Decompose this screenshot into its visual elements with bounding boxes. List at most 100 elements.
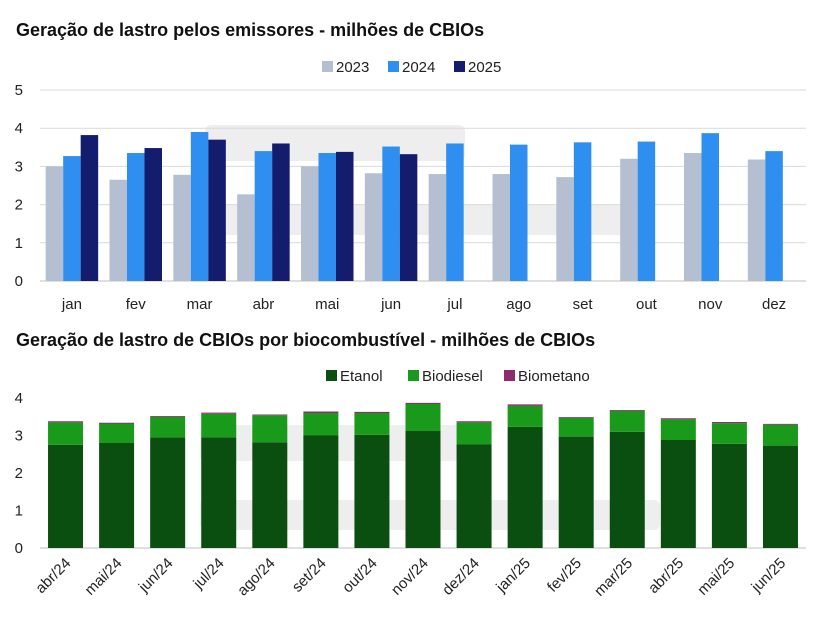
chart2-bar-Biometano-dez/24 — [456, 421, 492, 423]
chart2-bar-Biodiesel-mai/24 — [99, 423, 135, 443]
chart1-bar-2023-set — [556, 177, 574, 281]
chart1-xtick-label: set — [573, 296, 594, 313]
chart1-bar-2024-mar — [190, 132, 209, 281]
chart1-plot: 0 1 2 3 4 5 jan fev mar abr mai jun jul ago set out nov d… — [15, 59, 806, 313]
chart2-bar-Biodiesel-abr/25 — [660, 419, 696, 440]
chart1-bar-2024-set — [573, 142, 592, 281]
chart1-bar-2023-jun — [364, 173, 383, 281]
chart2-ytick-label: 4 — [15, 390, 23, 407]
chart2-bar-Biodiesel-nov/24 — [405, 404, 441, 431]
chart2-xtick-label: jun/25 — [748, 555, 790, 597]
chart2-xtick-label: abr/25 — [645, 555, 687, 597]
chart2-ytick-label: 3 — [15, 428, 23, 445]
chart2-bar-Biodiesel-jun/25 — [762, 424, 798, 446]
chart2-xtick-label: mar/25 — [591, 555, 636, 600]
chart1-bar-2024-jan — [63, 156, 81, 281]
chart1-xtick-label: jan — [61, 296, 82, 313]
chart2-xtick-label: jun/24 — [135, 555, 177, 597]
chart1-ytick-label: 5 — [15, 82, 23, 99]
chart2-bar-Etanol-nov/24 — [405, 431, 441, 548]
chart2-bar-Etanol-set/24 — [303, 435, 339, 548]
chart2-bar-Biometano-jun/25 — [762, 423, 798, 425]
chart1-bar-2025-fev — [144, 148, 162, 281]
chart2-bar-Etanol-fev/25 — [558, 436, 594, 548]
chart1-bar-2023-fev — [109, 179, 127, 281]
chart1-bar-2024-out — [637, 141, 656, 281]
chart1-bar-2025-jun — [399, 154, 418, 281]
chart1-bar-2023-ago — [492, 174, 510, 281]
chart2-bar-Biometano-mar/25 — [609, 410, 645, 411]
chart2-bar-Etanol-jun/24 — [150, 437, 186, 548]
chart1-bar-2024-dez — [765, 151, 783, 281]
chart2-xtick-label: jan/25 — [492, 555, 534, 597]
chart2-bar-Biodiesel-ago/24 — [252, 415, 288, 443]
chart2-bar-Biodiesel-out/24 — [354, 413, 390, 435]
chart2-bar-Biodiesel-jun/24 — [150, 416, 186, 438]
chart1-legend-label: 2024 — [402, 59, 435, 76]
chart2-legend-swatch-Biometano — [504, 370, 515, 381]
chart2-bar-Biometano-mai/25 — [711, 422, 747, 424]
chart2-xtick-label: mai/25 — [694, 555, 738, 599]
chart1-bar-2025-abr — [272, 143, 290, 281]
chart2-bar-Etanol-abr/24 — [48, 444, 84, 548]
chart2-title: Geração de lastro de CBIOs por biocombus… — [16, 330, 596, 350]
chart2-bar-Etanol-mai/25 — [711, 443, 747, 548]
chart1-ytick-label: 1 — [15, 235, 23, 252]
chart2-bar-Biometano-set/24 — [303, 411, 339, 413]
chart2-xtick-label: set/24 — [289, 555, 330, 596]
chart1-xtick-label: nov — [698, 296, 723, 313]
chart1-bar-2024-fev — [127, 153, 145, 281]
chart1-xtick-label: jun — [380, 296, 401, 313]
chart2-bar-Biodiesel-fev/25 — [558, 417, 594, 437]
chart2-xtick-label: fev/25 — [544, 555, 585, 596]
chart1-title: Geração de lastro pelos emissores - milh… — [16, 20, 485, 40]
chart1-xtick-label: fev — [126, 296, 147, 313]
chart1-ytick-label: 4 — [15, 120, 23, 137]
chart1-legend-label: 2023 — [336, 59, 369, 76]
chart2-xtick-label: jul/24 — [189, 555, 227, 593]
chart2-legend-label: Biodiesel — [422, 368, 483, 385]
chart2-bar-Biodiesel-dez/24 — [456, 422, 492, 445]
chart1-xtick-label: dez — [762, 296, 786, 313]
chart1-bar-2024-mai — [318, 153, 336, 281]
chart2-xtick-label: mai/24 — [82, 555, 126, 599]
chart1-legend-swatch-2024 — [388, 61, 399, 72]
chart1-xtick-label: mar — [187, 296, 213, 313]
chart1-xtick-label: mai — [315, 296, 339, 313]
chart2-ytick-label: 1 — [15, 503, 23, 520]
chart1-bar-2024-jun — [382, 146, 400, 281]
chart2-xtick-label: ago/24 — [234, 555, 278, 599]
chart1-legend-swatch-2023 — [322, 61, 333, 72]
chart1-bar-2023-out — [620, 158, 638, 281]
chart2-xtick-label: abr/24 — [32, 555, 74, 597]
chart2-bar-Biometano-ago/24 — [252, 414, 288, 416]
chart1-bar-2024-ago — [510, 144, 528, 281]
chart2-bar-Biometano-out/24 — [354, 411, 390, 413]
chart2-legend-swatch-Biodiesel — [408, 370, 419, 381]
chart2-bar-Biodiesel-mar/25 — [609, 410, 645, 432]
chart2-bar-Biodiesel-set/24 — [303, 413, 339, 436]
chart2-bar-Biometano-nov/24 — [405, 402, 441, 404]
chart1-bar-2023-mai — [301, 166, 319, 281]
chart2-bar-Biometano-jul/24 — [201, 412, 237, 414]
chart1-legend-swatch-2025 — [454, 61, 465, 72]
chart2-legend-label: Etanol — [340, 368, 383, 385]
chart2-legend-swatch-Etanol — [326, 370, 337, 381]
chart2-bar-Biodiesel-abr/24 — [48, 422, 84, 445]
chart2-bar-Etanol-dez/24 — [456, 444, 492, 548]
chart1-xtick-label: jul — [446, 296, 462, 313]
chart2-bar-Biodiesel-jan/25 — [507, 405, 543, 427]
chart2-bar-Biometano-mai/24 — [99, 422, 135, 424]
chart2-xtick-label: out/24 — [339, 555, 381, 597]
chart1-legend-label: 2025 — [468, 59, 501, 76]
chart1-bar-2023-nov — [684, 153, 702, 281]
chart2-bar-Etanol-jul/24 — [201, 437, 237, 548]
chart2-bar-Etanol-jan/25 — [507, 426, 543, 548]
chart2-bar-Etanol-mai/24 — [99, 443, 135, 548]
chart1-bar-2025-mar — [208, 139, 226, 281]
chart2-bar-Biodiesel-jul/24 — [201, 413, 237, 438]
chart1-ytick-label: 0 — [15, 273, 23, 290]
chart2-bar-Biometano-abr/24 — [48, 421, 84, 423]
